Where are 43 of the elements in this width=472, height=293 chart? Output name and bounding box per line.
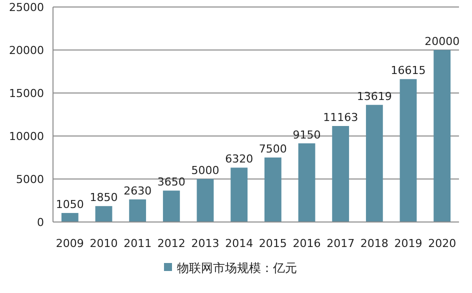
y-tick-label: 5000 [16, 173, 44, 186]
bar [230, 168, 248, 222]
bar [366, 104, 383, 222]
x-tick-label: 2012 [157, 237, 186, 250]
data-label: 20000 [424, 35, 460, 48]
bar [61, 212, 78, 222]
data-label: 2630 [124, 184, 152, 198]
data-label: 13619 [356, 90, 392, 103]
x-tick-label: 2014 [225, 237, 254, 250]
data-label: 6320 [225, 152, 254, 166]
data-label: 3650 [157, 176, 186, 189]
y-tick-label: 25000 [9, 1, 44, 14]
y-tick-label: 15000 [9, 87, 44, 100]
legend-label: 物联网市场规模：亿元 [177, 261, 297, 275]
x-tick-label: 2011 [124, 237, 152, 250]
x-tick-label: 2013 [191, 237, 220, 250]
data-label: 7500 [258, 142, 287, 156]
bar [129, 199, 146, 222]
bar [298, 143, 316, 222]
x-tick-label: 2010 [90, 237, 118, 250]
data-label: 11163 [323, 111, 358, 124]
data-label: 9150 [292, 128, 321, 142]
data-label: 16615 [390, 64, 426, 78]
bar [196, 179, 214, 222]
x-tick-label: 2020 [428, 237, 456, 250]
y-tick-label: 20000 [9, 44, 44, 57]
data-label: 1850 [90, 191, 118, 204]
data-label: 1050 [56, 198, 84, 211]
data-label: 5000 [191, 164, 220, 177]
bar [400, 79, 417, 222]
x-tick-label: 2019 [394, 237, 422, 250]
bar [264, 158, 282, 222]
bar [95, 206, 112, 222]
x-tick-label: 2016 [292, 237, 321, 250]
y-tick-label: 10000 [9, 130, 44, 143]
x-tick-label: 2015 [258, 237, 287, 250]
y-tick-label: 0 [37, 216, 44, 229]
bar [332, 126, 350, 222]
bar [162, 190, 180, 222]
x-tick-label: 2009 [56, 237, 84, 250]
x-tick-label: 2017 [326, 237, 355, 250]
bar [434, 50, 451, 222]
x-tick-label: 2018 [360, 237, 388, 250]
